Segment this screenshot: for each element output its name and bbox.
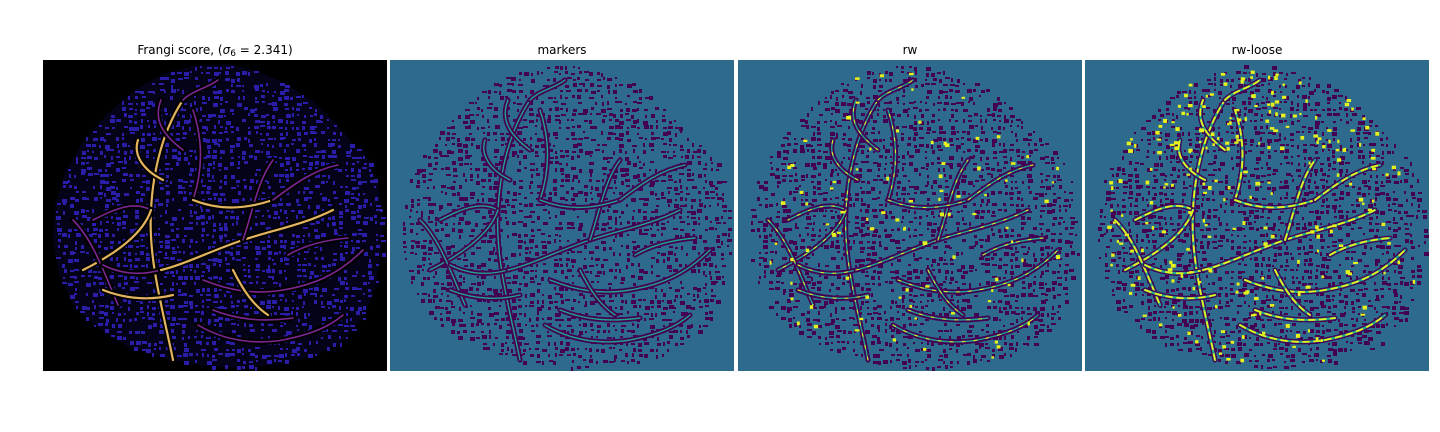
- markers-image: [390, 60, 734, 371]
- frangi-title-prefix: Frangi score, (: [137, 43, 223, 57]
- vessel-network: [765, 77, 1061, 363]
- panel-title-rw-loose: rw-loose: [1231, 43, 1283, 57]
- sigma-subscript: 6: [230, 49, 236, 59]
- highlight-speckles: [1107, 70, 1416, 363]
- frangi-title-suffix: = 2.341): [235, 43, 293, 57]
- sigma-symbol: σ: [222, 43, 231, 57]
- vessel-network: [1112, 77, 1408, 363]
- vessel-network: [417, 77, 713, 363]
- rw-image: [738, 60, 1082, 371]
- rw-loose-image: [1085, 60, 1429, 371]
- panel-title-markers: markers: [537, 43, 587, 57]
- vessel-network: [70, 77, 366, 363]
- frangi-score-image: [43, 60, 387, 371]
- highlight-speckles: [769, 72, 1061, 359]
- panel-title-frangi: Frangi score, (σ6 = 2.341): [43, 42, 387, 59]
- panel-title-rw: rw: [902, 43, 918, 57]
